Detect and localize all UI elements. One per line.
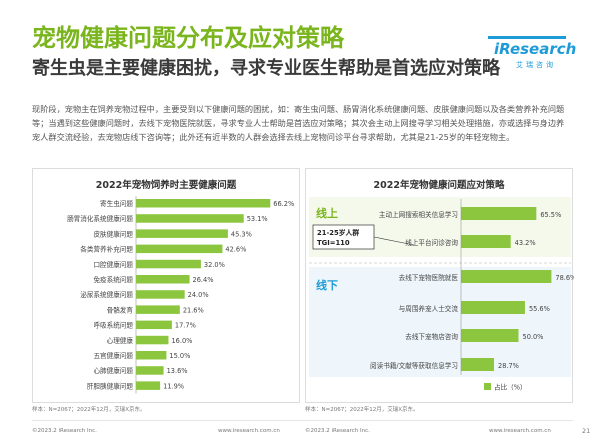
value-label: 53.1%	[247, 215, 268, 223]
online-group-label: 线上	[316, 206, 338, 220]
bar	[136, 259, 201, 269]
value-label: 55.6%	[529, 305, 550, 313]
category-label: 线上平台问诊咨询	[405, 238, 458, 247]
category-label: 去线下宠物医院就医	[399, 273, 459, 282]
value-label: 26.4%	[193, 276, 214, 284]
right-chart-title: 2022年宠物健康问题应对策略	[373, 180, 505, 191]
value-label: 32.0%	[204, 261, 225, 269]
copyright-left: ©2023.2 iResearch Inc.	[32, 428, 97, 434]
bar	[136, 366, 164, 375]
bar	[461, 329, 519, 342]
category-label: 与周围养宠人士交流	[399, 304, 459, 313]
tgi-callout-box	[312, 224, 375, 250]
bar	[136, 305, 180, 314]
tgi-callout-line1: 21-25岁人群	[317, 228, 359, 237]
value-label: 13.6%	[167, 367, 188, 375]
category-label: 皮肤健康问题	[93, 229, 133, 238]
bar	[136, 214, 244, 223]
description-text: 现阶段，宠物主在饲养宠物过程中，主要受到以下健康问题的困扰，如：寄生虫问题、肠胃…	[32, 104, 565, 142]
category-label: 免疫系统问题	[93, 275, 133, 284]
value-label: 66.2%	[273, 200, 294, 208]
value-label: 42.6%	[225, 246, 246, 254]
bar	[136, 335, 169, 345]
bar	[136, 229, 228, 238]
category-label: 阅读书籍/文献等获取信息学习	[370, 361, 458, 370]
offline-group-bg	[309, 267, 571, 377]
tgi-callout-line2: TGI=110	[317, 239, 350, 247]
logo-bar	[488, 36, 566, 39]
bar	[461, 358, 495, 371]
left-chart-title: 2022年宠物饲养时主要健康问题	[95, 180, 237, 191]
logo-text: iResearch	[494, 40, 577, 58]
category-label: 肠胃消化系统健康问题	[67, 214, 133, 223]
category-label: 各类营养补充问题	[80, 245, 133, 254]
page-number: 21	[582, 427, 591, 435]
footer-divider	[32, 420, 573, 421]
value-label: 65.5%	[540, 211, 561, 219]
value-label: 17.7%	[175, 322, 196, 330]
callout-connector	[373, 236, 415, 246]
value-label: 15.0%	[169, 352, 190, 360]
logo-subtext: 艾瑞咨询	[516, 61, 556, 69]
left-sample-note: 样本：N=2067；2022年12月，艾瑞X京东。	[32, 407, 146, 413]
value-label: 16.0%	[171, 337, 192, 345]
value-label: 24.0%	[188, 291, 209, 299]
category-label: 泌尿系统健康问题	[80, 290, 133, 299]
right-bar-chart: 线上 主动上网搜索相关信息学习 65.5% 线上平台问诊咨询 43.2% 21-25岁人群…	[309, 197, 574, 392]
category-label: 五官健康问题	[93, 351, 133, 360]
legend-swatch	[484, 383, 491, 390]
legend-label: 占比（%）	[494, 383, 527, 392]
offline-group-label: 线下	[316, 278, 338, 292]
page-title: 宠物健康问题分布及应对策略	[32, 24, 344, 52]
bar	[136, 381, 161, 390]
bar	[136, 199, 271, 208]
value-label: 43.2%	[515, 239, 536, 247]
website-left: www.iresearch.com.cn	[218, 428, 280, 434]
bar	[461, 301, 525, 314]
bar	[136, 275, 190, 284]
category-label: 心理健康	[107, 336, 134, 345]
category-label: 肝胆胰健康问题	[87, 381, 134, 390]
right-chart-panel: 2022年宠物健康问题应对策略 线上 主动上网搜索相关信息学习 65.5% 线上平台问…	[305, 168, 574, 403]
category-label: 口腔健康问题	[93, 260, 133, 269]
value-label: 21.6%	[183, 306, 204, 314]
bar	[461, 207, 537, 220]
left-bar-chart: 寄生虫问题 66.2% 肠胃消化系统健康问题 53.1% 皮肤健康问题 45.3% 各类营养…	[67, 196, 294, 394]
category-label: 呼吸系统问题	[93, 321, 133, 330]
category-label: 心肺健康问题	[93, 366, 133, 375]
copyright-right: ©2023.2 iResearch Inc.	[305, 428, 370, 434]
value-label: 50.0%	[523, 333, 544, 341]
bar	[136, 244, 223, 254]
bar	[461, 270, 552, 283]
page-subtitle: 寄生虫是主要健康困扰，寻求专业医生帮助是首选应对策略	[32, 58, 500, 79]
left-chart-panel: 2022年宠物饲养时主要健康问题 寄生虫问题 66.2% 肠胃消化系统健康问题 53.…	[32, 168, 300, 403]
bar	[136, 290, 185, 299]
iresearch-logo: iResearch 艾瑞咨询	[488, 30, 576, 70]
category-label: 主动上网搜索相关信息学习	[379, 210, 458, 219]
value-label: 11.9%	[163, 382, 184, 390]
right-sample-note: 样本：N=2067；2022年12月，艾瑞X京东。	[305, 407, 419, 413]
bar	[136, 351, 167, 360]
category-label: 去线下宠物店咨询	[405, 332, 458, 341]
website-right: www.iresearch.com.cn	[489, 428, 551, 434]
value-label: 78.6%	[555, 274, 574, 282]
category-label: 骨骼发育	[107, 305, 134, 314]
value-label: 45.3%	[231, 230, 252, 238]
category-label: 寄生虫问题	[100, 199, 133, 208]
bar	[136, 320, 172, 330]
value-label: 28.7%	[498, 362, 519, 370]
bar	[461, 235, 511, 248]
